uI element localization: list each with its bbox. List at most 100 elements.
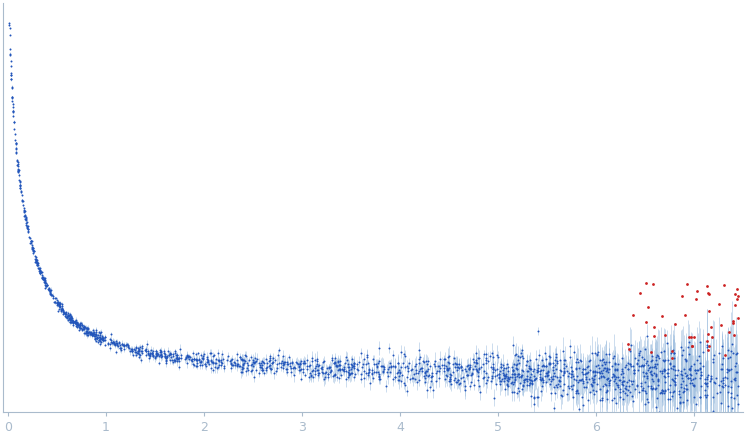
Point — [297, 360, 309, 367]
Point — [145, 352, 157, 359]
Point — [264, 361, 276, 368]
Point — [38, 277, 50, 284]
Point — [368, 360, 380, 367]
Point — [606, 396, 618, 403]
Point — [16, 191, 28, 198]
Point — [34, 266, 46, 273]
Point — [549, 373, 561, 380]
Point — [278, 360, 289, 367]
Point — [618, 385, 630, 392]
Point — [67, 317, 79, 324]
Point — [603, 358, 615, 365]
Point — [16, 196, 28, 203]
Point — [659, 332, 671, 339]
Point — [503, 364, 515, 371]
Point — [85, 329, 97, 336]
Point — [419, 368, 431, 375]
Point — [701, 344, 713, 351]
Point — [580, 364, 592, 371]
Point — [7, 112, 19, 119]
Point — [58, 309, 70, 316]
Point — [674, 393, 686, 400]
Point — [27, 247, 39, 254]
Point — [440, 372, 452, 379]
Point — [636, 362, 648, 369]
Point — [463, 366, 475, 373]
Point — [607, 377, 619, 384]
Point — [536, 387, 548, 394]
Point — [45, 291, 57, 298]
Point — [493, 374, 505, 381]
Point — [487, 364, 499, 371]
Point — [342, 368, 354, 375]
Point — [19, 216, 31, 223]
Point — [544, 354, 556, 361]
Point — [506, 388, 518, 395]
Point — [656, 368, 668, 375]
Point — [31, 261, 43, 268]
Point — [665, 348, 677, 355]
Point — [676, 292, 688, 299]
Point — [608, 373, 620, 380]
Point — [501, 376, 513, 383]
Point — [515, 347, 527, 354]
Point — [612, 366, 624, 373]
Point — [472, 354, 484, 361]
Point — [715, 399, 727, 406]
Point — [154, 348, 166, 355]
Point — [551, 350, 562, 357]
Point — [146, 351, 158, 358]
Point — [529, 376, 541, 383]
Point — [486, 375, 498, 382]
Point — [333, 366, 345, 373]
Point — [616, 378, 628, 385]
Point — [87, 331, 98, 338]
Point — [589, 350, 601, 357]
Point — [345, 370, 357, 377]
Point — [116, 346, 128, 353]
Point — [363, 366, 375, 373]
Point — [231, 350, 242, 357]
Point — [140, 347, 152, 354]
Point — [518, 382, 530, 388]
Point — [110, 339, 122, 346]
Point — [95, 328, 107, 335]
Point — [67, 317, 79, 324]
Point — [97, 335, 109, 342]
Point — [76, 322, 88, 329]
Point — [624, 388, 636, 395]
Point — [438, 361, 450, 368]
Point — [662, 366, 674, 373]
Point — [669, 321, 681, 328]
Point — [632, 360, 644, 367]
Point — [502, 378, 514, 385]
Point — [28, 253, 40, 260]
Point — [570, 365, 582, 372]
Point — [603, 382, 615, 388]
Point — [386, 364, 398, 371]
Point — [36, 274, 48, 281]
Point — [107, 338, 119, 345]
Point — [667, 366, 679, 373]
Point — [253, 370, 265, 377]
Point — [718, 384, 730, 391]
Point — [694, 375, 706, 382]
Point — [730, 350, 742, 357]
Point — [628, 367, 640, 374]
Point — [294, 361, 306, 368]
Point — [511, 366, 523, 373]
Point — [595, 386, 606, 393]
Point — [651, 395, 663, 402]
Point — [601, 366, 612, 373]
Point — [81, 329, 93, 336]
Point — [515, 353, 527, 360]
Point — [158, 348, 170, 355]
Point — [19, 212, 31, 219]
Point — [72, 322, 84, 329]
Point — [39, 274, 51, 281]
Point — [707, 407, 719, 414]
Point — [306, 368, 318, 375]
Point — [549, 357, 561, 364]
Point — [25, 239, 37, 246]
Point — [648, 360, 660, 367]
